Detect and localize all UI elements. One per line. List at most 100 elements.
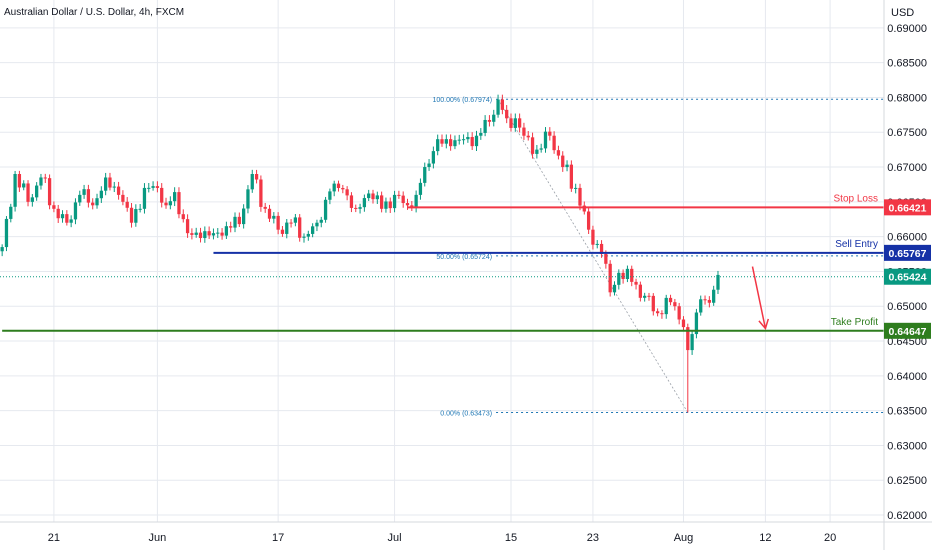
y-tick-label: 0.64000	[887, 371, 927, 383]
candle-body	[569, 164, 574, 189]
candle-body	[664, 297, 668, 315]
candle-body	[151, 186, 155, 188]
candle-body	[52, 205, 56, 209]
candle-body	[677, 306, 681, 320]
candle-body	[56, 208, 60, 219]
candle-body	[138, 208, 142, 210]
candle-body	[492, 114, 496, 122]
candle-body	[242, 208, 246, 225]
candle-body	[104, 177, 108, 191]
candle-body	[625, 268, 630, 280]
candle-body	[401, 195, 405, 204]
candle-body	[147, 187, 151, 189]
y-tick-label: 0.66000	[887, 232, 927, 244]
candle-body	[267, 208, 272, 219]
candle-body	[647, 295, 651, 297]
candle-body	[496, 99, 500, 115]
candle-body	[73, 202, 78, 220]
price-line-label: Stop Loss	[834, 193, 878, 204]
candle-body	[539, 148, 543, 150]
fib-level-label: 0.00% (0.63473)	[440, 411, 492, 418]
fib-trend-line	[497, 99, 689, 413]
candle-body	[160, 187, 164, 203]
candle-body	[582, 205, 586, 212]
candle-body	[384, 201, 388, 209]
candle-body	[621, 272, 625, 280]
candle-body	[319, 219, 323, 223]
candle-body	[310, 226, 315, 234]
candle-body	[13, 174, 17, 207]
candle-body	[651, 295, 655, 312]
candle-body	[272, 215, 276, 219]
candle-body	[323, 199, 328, 220]
candle-body	[43, 177, 47, 179]
candle-body	[375, 195, 379, 200]
y-tick-label: 0.62000	[887, 510, 927, 522]
candle-body	[371, 193, 375, 200]
candle-body	[461, 139, 466, 141]
candle-body	[358, 207, 362, 209]
candle-body	[617, 272, 621, 285]
candle-body	[565, 164, 569, 168]
candle-body	[392, 194, 397, 209]
candle-body	[173, 192, 177, 202]
current-price-badge-text: 0.65424	[889, 272, 927, 284]
candle-body	[561, 155, 565, 168]
x-tick-label: 21	[48, 532, 60, 544]
candle-body	[280, 229, 285, 234]
candle-body	[716, 274, 720, 290]
candle-body	[254, 174, 259, 180]
candle-body	[0, 247, 4, 252]
candle-body	[509, 118, 513, 128]
candle-body	[436, 139, 440, 152]
candle-body	[388, 201, 392, 209]
y-tick-label: 0.68500	[887, 58, 927, 70]
y-tick-label: 0.69000	[887, 23, 927, 35]
current-price-badge	[884, 268, 931, 285]
candle-body	[638, 284, 642, 298]
candle-body	[431, 151, 436, 164]
candle-body	[177, 192, 181, 215]
candle-body	[362, 198, 367, 208]
candle-body	[207, 231, 211, 236]
candle-body	[246, 189, 250, 209]
candle-body	[17, 174, 22, 188]
currency-label[interactable]: USD	[891, 7, 914, 19]
candle-body	[414, 194, 418, 209]
candle-body	[181, 214, 185, 220]
price-line-label: Sell Entry	[835, 239, 878, 250]
candle-body	[60, 214, 65, 219]
candle-body	[220, 232, 224, 236]
candle-body	[198, 232, 203, 239]
candle-body	[47, 178, 52, 206]
candle-body	[548, 131, 552, 136]
candle-body	[354, 207, 358, 209]
candle-body	[341, 188, 345, 190]
candle-body	[505, 109, 509, 119]
candle-body	[707, 299, 711, 303]
candle-body	[22, 183, 26, 188]
candle-body	[155, 186, 160, 188]
candle-body	[513, 118, 517, 128]
candle-body	[479, 132, 483, 136]
candle-body	[211, 233, 216, 236]
candle-body	[608, 263, 612, 293]
candle-body	[517, 118, 522, 128]
candle-body	[643, 295, 647, 298]
candle-body	[4, 218, 9, 248]
candle-body	[69, 219, 73, 223]
candle-body	[39, 177, 43, 186]
candle-body	[293, 217, 298, 223]
price-badge	[884, 244, 931, 261]
down-arrow-head	[758, 318, 770, 331]
candle-body	[522, 127, 526, 136]
candle-body	[164, 202, 168, 206]
candle-body	[298, 217, 302, 238]
candle-body	[668, 297, 673, 303]
candle-body	[229, 226, 233, 228]
candle-body	[237, 216, 241, 225]
candle-body	[453, 140, 457, 147]
candle-body	[423, 167, 427, 183]
